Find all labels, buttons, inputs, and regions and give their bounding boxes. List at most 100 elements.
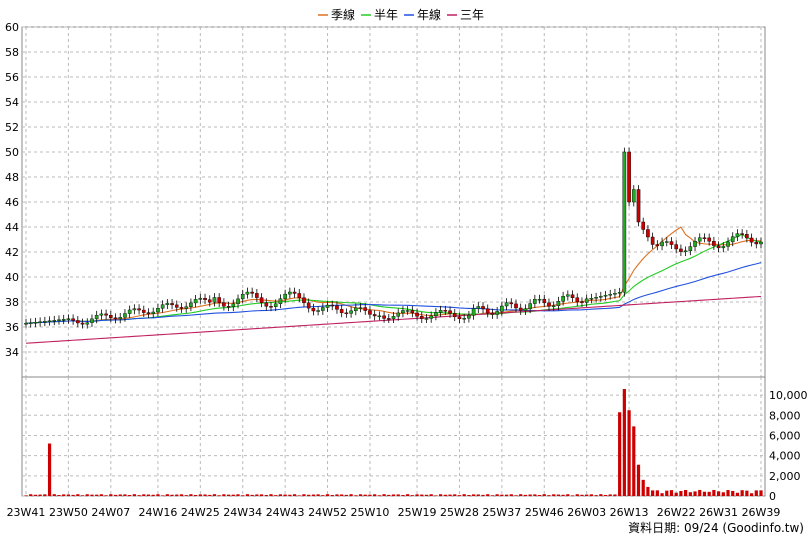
candle-body (664, 241, 669, 243)
x-tick-label: 25W19 (398, 506, 437, 519)
price-tick-label: 44 (5, 221, 19, 234)
candle-body (603, 295, 608, 297)
candle-body (584, 298, 589, 303)
volume-bar (434, 495, 438, 496)
volume-bar (382, 494, 386, 496)
volume-bar (151, 494, 155, 496)
candle-body (547, 302, 551, 307)
candle-body (669, 241, 674, 245)
candle-body (504, 302, 509, 307)
volume-bar (156, 494, 160, 496)
candle-body (405, 310, 410, 312)
volume-bar (80, 495, 85, 496)
x-tick-label: 24W34 (223, 506, 262, 519)
volume-bar (726, 490, 730, 496)
x-tick-label: 25W46 (525, 506, 564, 519)
volume-bar (250, 494, 254, 496)
volume-bar (627, 410, 631, 496)
candle-body (160, 304, 165, 309)
candle-body (448, 310, 452, 314)
candle-body (52, 320, 57, 322)
volume-bar (297, 495, 301, 496)
candle-body (622, 151, 627, 293)
candle-body (693, 241, 697, 247)
volume-bar (292, 494, 297, 496)
candle-body (203, 297, 207, 300)
price-tick-label: 54 (5, 96, 19, 109)
volume-bar (759, 490, 763, 496)
candle-body (302, 297, 306, 304)
volume-bar (307, 494, 311, 496)
volume-bar (132, 494, 136, 496)
candle-body (688, 246, 693, 252)
candle-body (288, 291, 292, 295)
candle-body (471, 308, 476, 316)
candle-body (255, 293, 259, 298)
volume-bar (255, 494, 259, 496)
candle-body (217, 297, 221, 303)
volume-tick-label: 0 (769, 490, 776, 503)
volume-bar (184, 495, 188, 496)
candle-body (617, 292, 622, 294)
volume-bar (655, 490, 659, 496)
volume-bar (735, 492, 740, 496)
volume-bar (457, 495, 462, 496)
candle-body (339, 309, 344, 314)
volume-bar (99, 494, 103, 496)
volume-bar (476, 494, 480, 496)
candle-body (740, 233, 744, 235)
volume-bars (24, 389, 763, 496)
volume-bar (504, 494, 509, 496)
candle-body (523, 308, 528, 311)
volume-bar (274, 495, 278, 496)
price-y-axis: 34 36 38 40 42 44 46 48 50 52 54 56 58 60 (5, 21, 19, 359)
candle-body (165, 303, 170, 305)
candle-body (641, 221, 646, 230)
volume-bar (194, 495, 198, 496)
volume-bar (62, 494, 66, 496)
candle-body (749, 237, 754, 243)
volume-bar (523, 494, 528, 496)
x-tick-label: 25W10 (351, 506, 390, 519)
volume-bar (170, 494, 174, 496)
volume-tick-label: 10,000 (769, 389, 808, 402)
candle-body (94, 315, 99, 320)
volume-bar (702, 491, 707, 496)
volume-bar (651, 490, 655, 496)
candle-body (198, 297, 203, 300)
candle-body (43, 321, 47, 323)
volume-tick-label: 6,000 (769, 429, 801, 442)
x-tick-label: 23W41 (7, 506, 46, 519)
candle-body (495, 311, 499, 315)
volume-bar (674, 492, 678, 496)
x-tick-label: 24W16 (138, 506, 177, 519)
candle-body (490, 312, 495, 315)
candle-body (47, 320, 52, 322)
candle-body (174, 304, 179, 308)
candle-body (151, 311, 156, 314)
candle-body (141, 309, 146, 313)
candle-body (457, 316, 462, 319)
candle-body (759, 241, 763, 245)
candle-body (660, 241, 664, 247)
candlestick-series (24, 147, 763, 329)
candle-body (24, 323, 28, 325)
volume-bar (420, 494, 424, 496)
volume-bar (363, 494, 367, 496)
candle-body (745, 234, 749, 239)
volume-bar (377, 495, 381, 496)
x-tick-label: 26W31 (699, 506, 738, 519)
price-tick-label: 34 (5, 346, 19, 359)
candle-body (61, 319, 66, 321)
candle-body (118, 317, 123, 320)
candle-body (580, 301, 584, 303)
volume-y-axis: 0 2,000 4,000 6,000 8,000 10,000 (769, 389, 808, 503)
volume-bar (29, 494, 33, 496)
candle-body (273, 303, 278, 307)
candle-body (113, 317, 118, 320)
volume-bar (424, 494, 429, 496)
candle-body (702, 237, 707, 239)
legend-label: 半年 (374, 8, 398, 22)
legend-label: 三年 (460, 8, 484, 22)
